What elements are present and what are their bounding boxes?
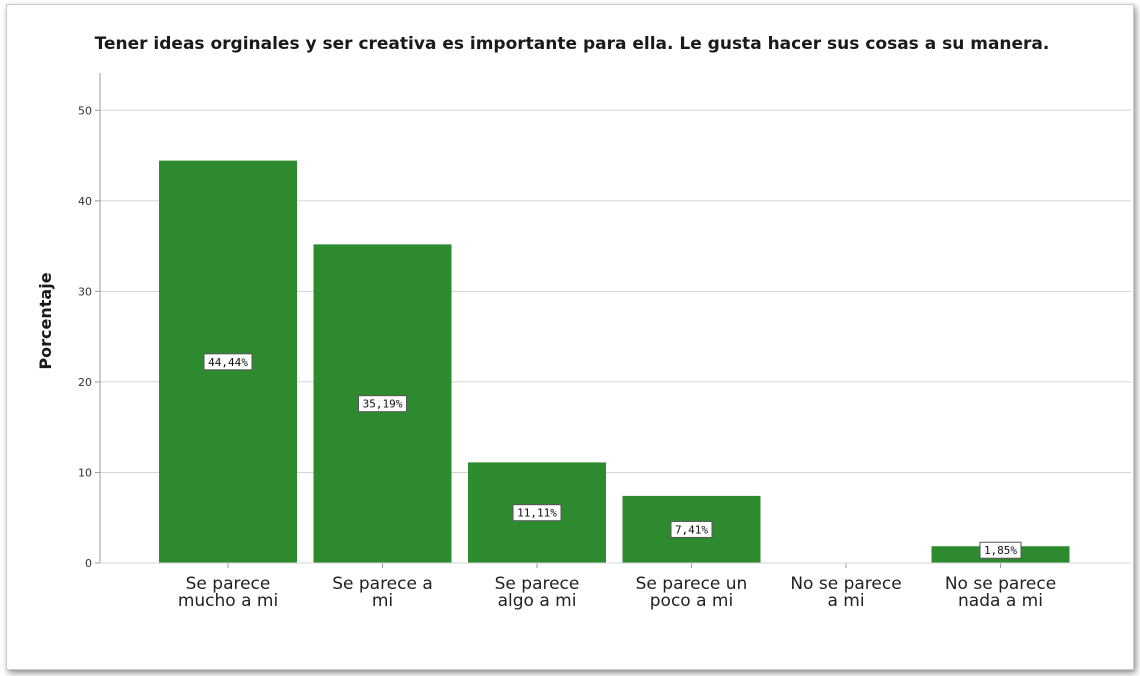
x-tick-label-line: mucho a mi [178, 591, 278, 611]
data-label-5: 1,85% [979, 541, 1022, 559]
data-label-2: 11,11% [512, 504, 562, 522]
data-label-box [670, 520, 713, 538]
x-tick-label-3: Se parece un poco a mi [636, 574, 748, 611]
y-axis-ticks: 0 10 20 30 40 50 [78, 104, 100, 570]
data-label-text: 11,11% [517, 507, 557, 520]
y-axis-label: Porcentaje [36, 272, 55, 369]
data-labels: 44,44% 35,19% 11,11% 7,41% 1,85% [203, 353, 1022, 559]
x-tick-label-line: mi [372, 591, 393, 611]
x-tick-label-line: Se parece a [332, 574, 433, 594]
x-tick-label-line: Se parece [495, 574, 580, 594]
x-tick-label-line: Se parece [186, 574, 271, 594]
data-label-text: 35,19% [363, 398, 403, 411]
data-label-box [358, 395, 407, 413]
x-tick-label-line: a mi [827, 591, 864, 611]
bars [159, 160, 1070, 563]
data-label-box [512, 504, 562, 522]
x-tick-label-line: algo a mi [498, 591, 577, 611]
x-tick-label-4: No se parece a mi [790, 574, 901, 611]
y-tick-label: 40 [78, 195, 92, 208]
data-label-box [979, 541, 1022, 559]
y-tick-label: 20 [78, 376, 92, 389]
x-tick-label-1: Se parece a mi [332, 574, 433, 611]
x-tick-label-0: Se parece mucho a mi [178, 574, 278, 611]
chart-frame: Tener ideas orginales y ser creativa es … [6, 4, 1134, 670]
x-tick-label-2: Se parece algo a mi [495, 574, 580, 611]
data-label-text: 44,44% [208, 356, 248, 369]
x-tick-label-line: Se parece un [636, 574, 748, 594]
y-tick-label: 50 [78, 104, 92, 117]
data-label-1: 35,19% [358, 395, 407, 413]
x-tick-label-line: nada a mi [958, 591, 1043, 611]
y-tick-label: 0 [85, 557, 92, 570]
bar-chart: Tener ideas orginales y ser creativa es … [36, 34, 1131, 611]
x-tick-label-line: No se parece [790, 574, 901, 594]
data-label-3: 7,41% [670, 520, 713, 538]
y-tick-label: 30 [78, 285, 92, 298]
x-tick-label-5: No se parece nada a mi [945, 574, 1056, 611]
data-label-box [203, 353, 253, 371]
data-label-text: 1,85% [984, 544, 1017, 557]
data-label-text: 7,41% [675, 523, 708, 536]
x-tick-label-line: No se parece [945, 574, 1056, 594]
chart-title: Tener ideas orginales y ser creativa es … [95, 34, 1050, 54]
y-tick-label: 10 [78, 466, 92, 479]
data-label-0: 44,44% [203, 353, 253, 371]
x-tick-label-line: poco a mi [650, 591, 733, 611]
